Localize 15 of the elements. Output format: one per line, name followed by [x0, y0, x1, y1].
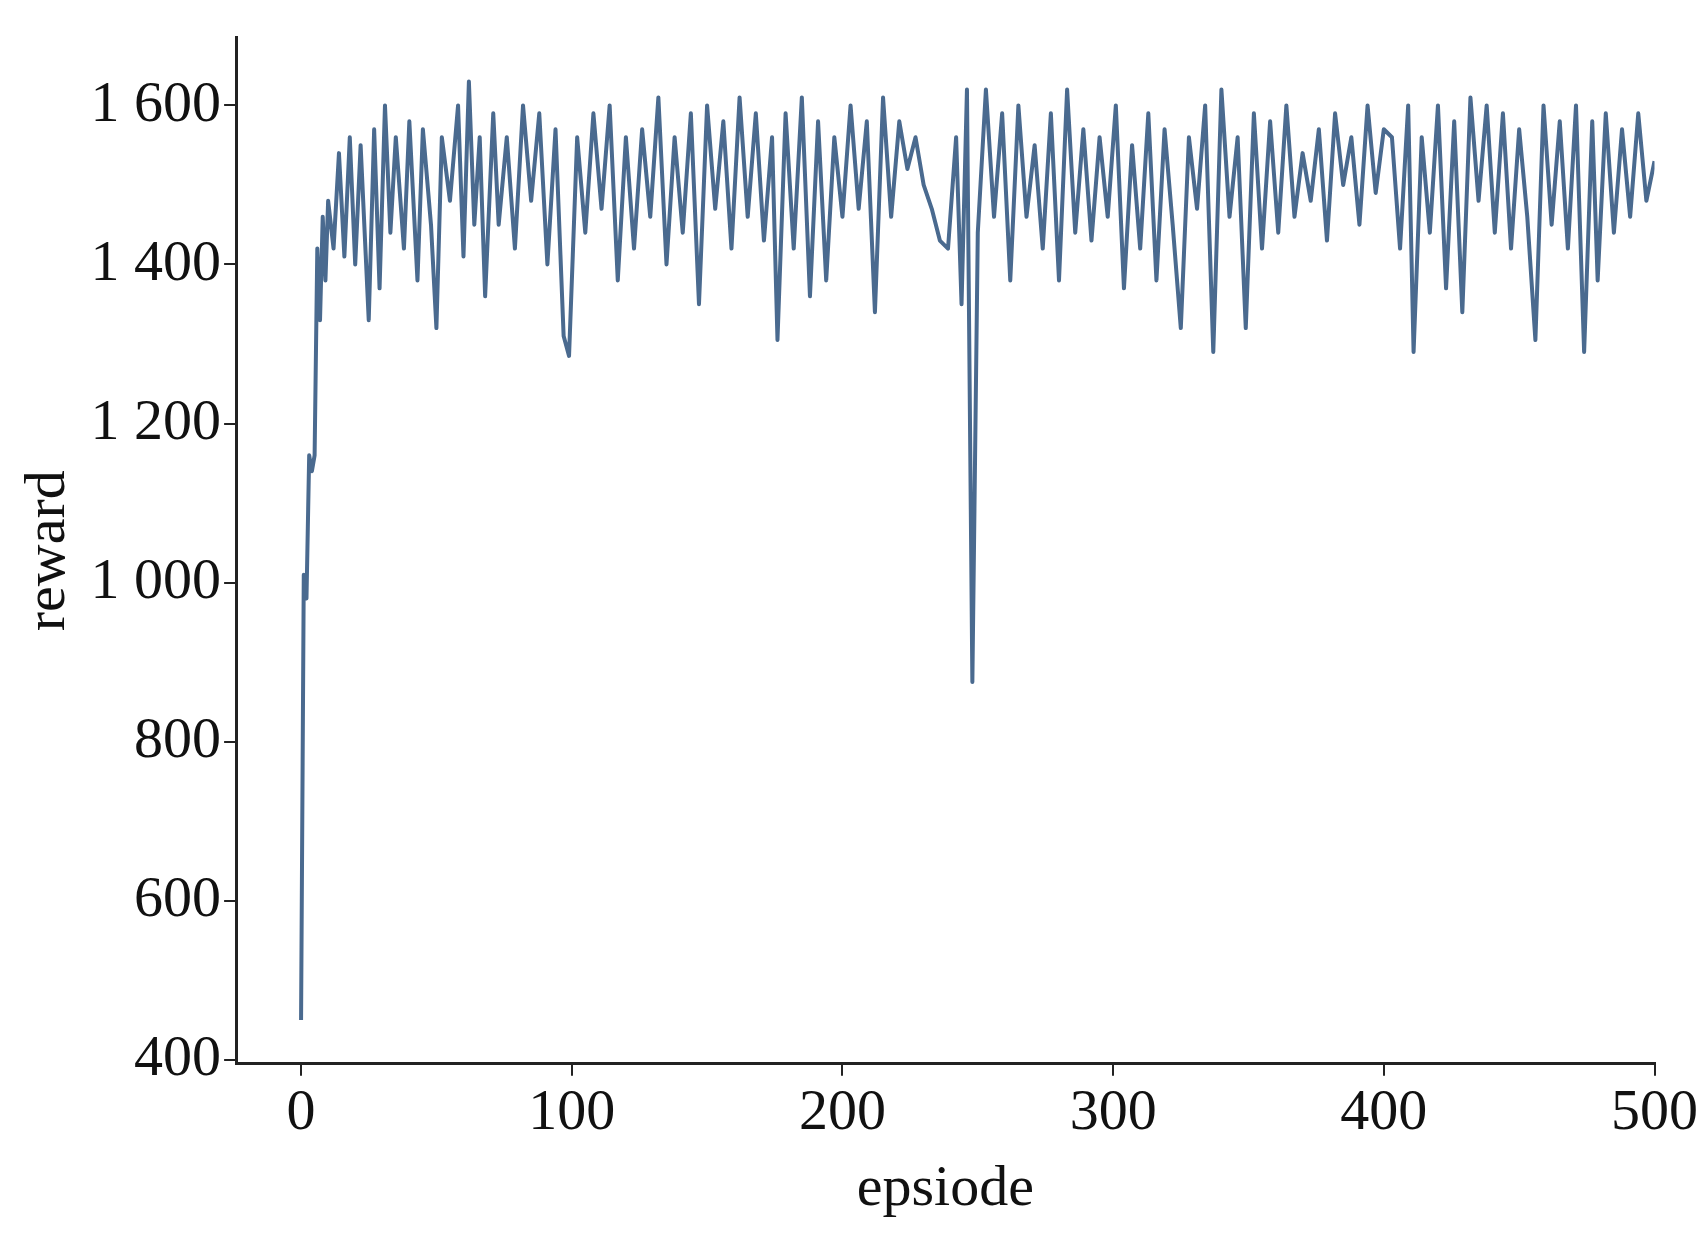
x-tick-label: 300	[1069, 1076, 1157, 1142]
y-tick-label: 400	[134, 1023, 222, 1089]
y-axis-title: reward	[12, 470, 78, 632]
y-tick-label: 1 000	[90, 545, 222, 611]
y-tick-label: 800	[134, 704, 222, 770]
y-tick-label: 1 400	[90, 227, 222, 293]
x-tick-label: 100	[528, 1076, 616, 1142]
x-tick-label: 400	[1340, 1076, 1428, 1142]
y-tick-label: 600	[134, 863, 222, 929]
y-tick-label: 1 600	[90, 68, 222, 134]
x-axis-title: epsiode	[856, 1153, 1034, 1219]
y-tick-label: 1 200	[90, 386, 222, 452]
x-tick-label: 500	[1611, 1076, 1698, 1142]
x-tick-label: 0	[286, 1076, 316, 1142]
x-tick-label: 200	[798, 1076, 886, 1142]
